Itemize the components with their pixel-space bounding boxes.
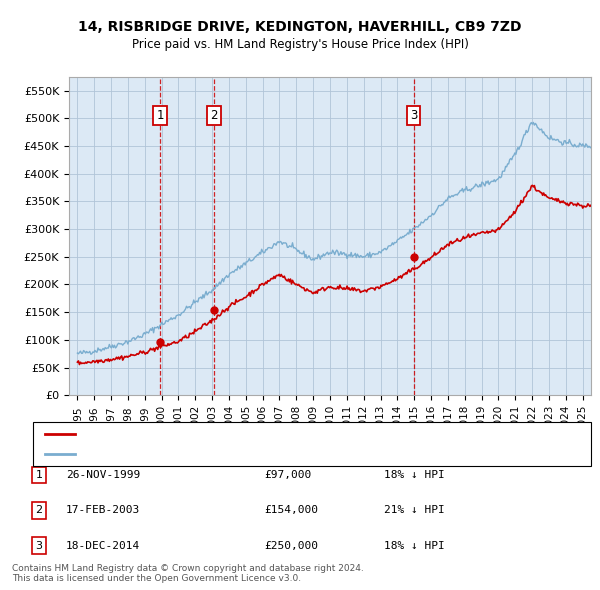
Text: 1: 1 — [156, 109, 164, 122]
Text: 26-NOV-1999: 26-NOV-1999 — [66, 470, 140, 480]
Text: 2: 2 — [35, 506, 43, 515]
Text: 18% ↓ HPI: 18% ↓ HPI — [384, 541, 445, 550]
Text: £250,000: £250,000 — [264, 541, 318, 550]
Text: 21% ↓ HPI: 21% ↓ HPI — [384, 506, 445, 515]
Text: HPI: Average price, detached house, West Suffolk: HPI: Average price, detached house, West… — [81, 449, 339, 458]
Text: 14, RISBRIDGE DRIVE, KEDINGTON, HAVERHILL, CB9 7ZD: 14, RISBRIDGE DRIVE, KEDINGTON, HAVERHIL… — [78, 19, 522, 34]
Text: 14, RISBRIDGE DRIVE, KEDINGTON, HAVERHILL, CB9 7ZD (detached house): 14, RISBRIDGE DRIVE, KEDINGTON, HAVERHIL… — [81, 430, 473, 439]
Text: Contains HM Land Registry data © Crown copyright and database right 2024.
This d: Contains HM Land Registry data © Crown c… — [12, 563, 364, 583]
Text: 18% ↓ HPI: 18% ↓ HPI — [384, 470, 445, 480]
Text: 2: 2 — [211, 109, 218, 122]
Text: £97,000: £97,000 — [264, 470, 311, 480]
Text: Price paid vs. HM Land Registry's House Price Index (HPI): Price paid vs. HM Land Registry's House … — [131, 38, 469, 51]
Text: 3: 3 — [35, 541, 43, 550]
Text: 17-FEB-2003: 17-FEB-2003 — [66, 506, 140, 515]
Text: 3: 3 — [410, 109, 417, 122]
Text: 18-DEC-2014: 18-DEC-2014 — [66, 541, 140, 550]
Text: 1: 1 — [35, 470, 43, 480]
Text: £154,000: £154,000 — [264, 506, 318, 515]
